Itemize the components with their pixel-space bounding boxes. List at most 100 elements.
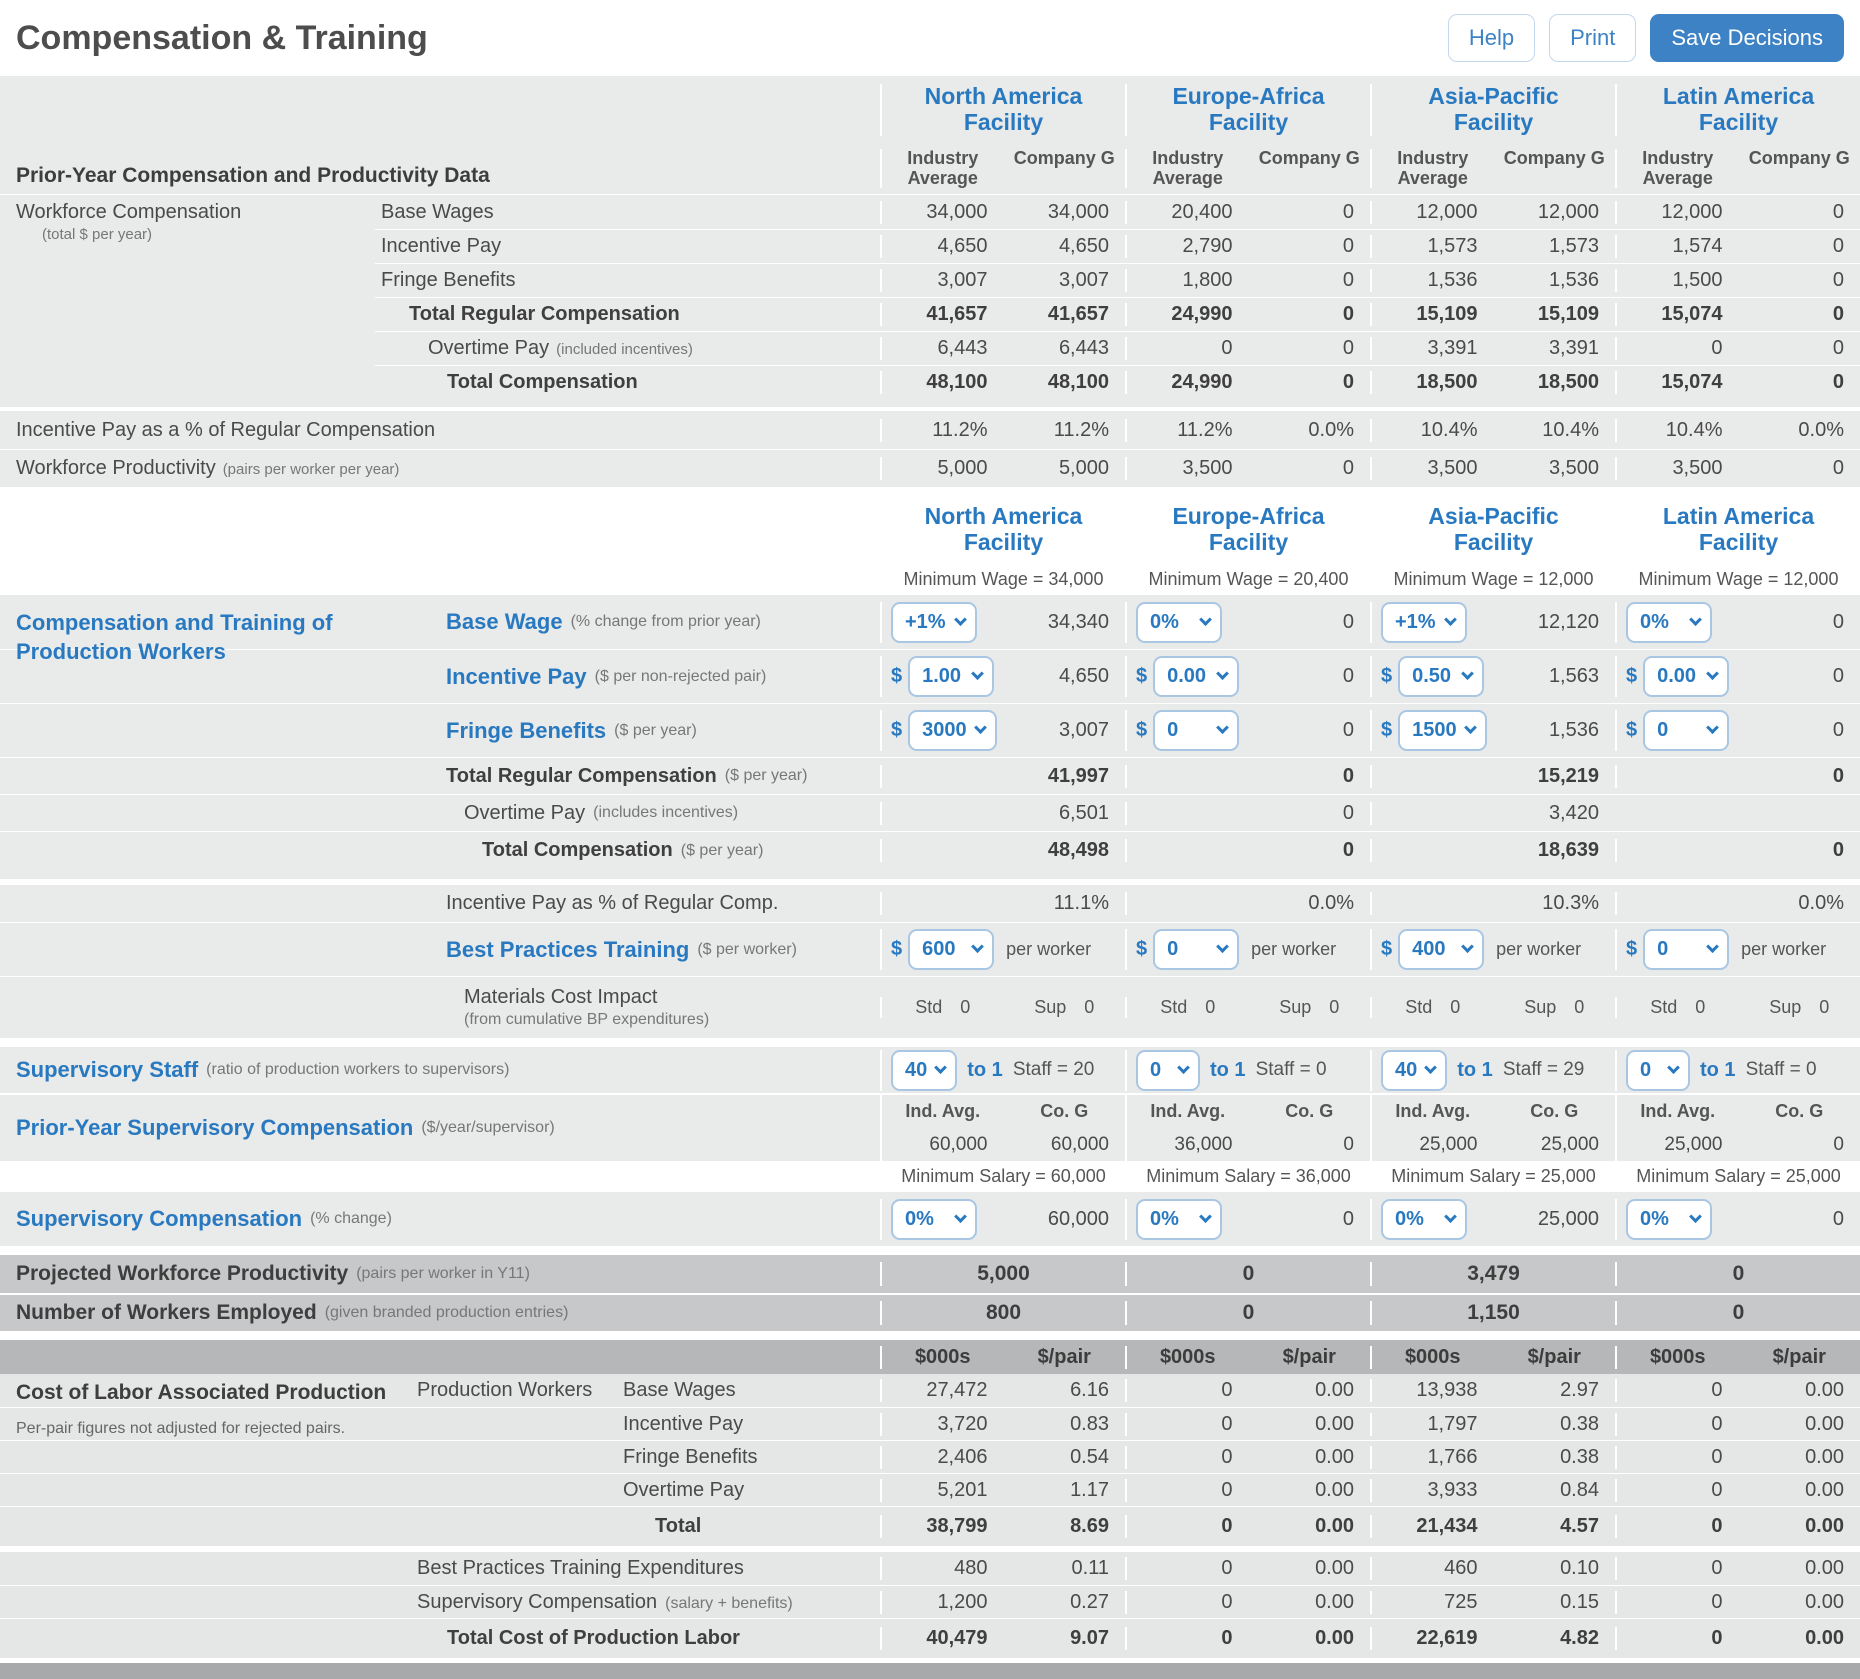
top-header: Compensation & Training Help Print Save … — [0, 0, 1860, 76]
selected-value: 1.00 — [922, 665, 961, 688]
row-sublabel: (given branded production entries) — [325, 1304, 569, 1322]
value-cell: 0.00 — [1249, 1591, 1371, 1614]
value-cell: 0 — [1617, 337, 1739, 360]
chevron-down-icon — [954, 1210, 967, 1223]
facility-column-na: North America Facility — [880, 504, 1125, 556]
value-cell: 0 — [1617, 1557, 1739, 1580]
fringe-benefits-select-la[interactable]: 0 — [1643, 710, 1729, 751]
col-header-per-pair: $/pair — [1739, 1346, 1860, 1369]
unit-label: per worker — [1741, 939, 1826, 960]
facility-column-ap: Asia-Pacific Facility — [1370, 84, 1615, 136]
row-sublabel: (from cumulative BP expenditures) — [464, 1011, 709, 1029]
bp-training-select-ea[interactable]: 0 — [1153, 929, 1239, 970]
value-cell: 3,391 — [1372, 337, 1494, 360]
print-button[interactable]: Print — [1549, 14, 1636, 62]
chevron-down-icon — [971, 940, 984, 953]
value-cell: 3,500 — [1617, 457, 1739, 480]
value-cell: 1,150 — [1372, 1301, 1615, 1325]
col-header-industry-average: Industry Average — [1617, 149, 1739, 188]
fringe-benefits-select-ea[interactable]: 0 — [1153, 710, 1239, 751]
value-cell: 725 — [1372, 1591, 1494, 1614]
fringe-benefits-select-ap[interactable]: 1500 — [1398, 710, 1487, 751]
save-decisions-button[interactable]: Save Decisions — [1650, 14, 1844, 62]
row-label: Total Cost of Production Labor — [0, 1627, 880, 1650]
value-cell: 15,074 — [1617, 303, 1739, 326]
row-label: Incentive Pay as % of Regular Comp. — [0, 892, 880, 915]
minimum-salary-label: Minimum Salary = 25,000 — [1617, 1166, 1860, 1187]
bp-training-select-ap[interactable]: 400 — [1398, 929, 1484, 970]
row-label: Best Practices Training Expenditures — [0, 1557, 880, 1580]
value-cell: 24,990 — [1127, 303, 1249, 326]
chevron-down-icon — [1689, 613, 1702, 626]
supervisory-comp-select-na[interactable]: 0% — [891, 1199, 977, 1240]
incentive-pct-decision-row: Incentive Pay as % of Regular Comp. 11.1… — [0, 885, 1860, 922]
chevron-down-icon — [1177, 1061, 1190, 1074]
incentive-pay-select-ap[interactable]: 0.50 — [1398, 656, 1484, 697]
supervisor-ratio-select-na[interactable]: 40 — [891, 1050, 957, 1091]
supervisory-comp-select-ap[interactable]: 0% — [1381, 1199, 1467, 1240]
value-cell: 1,200 — [882, 1591, 1004, 1614]
selected-value: 0% — [1150, 1208, 1179, 1231]
col-header-ind-avg: Ind. Avg. — [1372, 1101, 1494, 1122]
selected-value: 0 — [1167, 719, 1178, 742]
supervisory-comp-select-ea[interactable]: 0% — [1136, 1199, 1222, 1240]
incentive-pay-select-la[interactable]: 0.00 — [1643, 656, 1729, 697]
std-label: Std — [1405, 997, 1432, 1017]
supervisor-ratio-select-la[interactable]: 0 — [1626, 1050, 1690, 1091]
value-cell: 3,500 — [1127, 457, 1249, 480]
selected-value: 0.50 — [1412, 665, 1451, 688]
bp-training-select-la[interactable]: 0 — [1643, 929, 1729, 970]
value-cell: 10.4% — [1617, 419, 1739, 442]
facility-column-la: Latin America Facility — [1615, 84, 1860, 136]
value-cell: 34,000 — [882, 201, 1004, 224]
row-label: Total Regular Compensation($ per year) — [0, 765, 880, 788]
dollar-sign: $ — [891, 665, 902, 688]
value-cell: 1,573 — [1372, 235, 1494, 258]
value-cell: 1,573 — [1494, 235, 1616, 258]
value-cell: 9.07 — [1004, 1627, 1126, 1650]
value-cell: 1,797 — [1372, 1413, 1494, 1436]
fringe-benefits-select-na[interactable]: 3000 — [908, 710, 997, 751]
chevron-down-icon — [954, 613, 967, 626]
supervisor-ratio-select-ea[interactable]: 0 — [1136, 1050, 1200, 1091]
supervisory-comp-select-la[interactable]: 0% — [1626, 1199, 1712, 1240]
value-cell: 0.0% — [1249, 419, 1371, 442]
value-cell: 41,657 — [882, 303, 1004, 326]
workforce-compensation-label: Workforce Compensation — [16, 201, 375, 224]
value-cell: 0.00 — [1739, 1413, 1860, 1436]
incentive-pay-select-ea[interactable]: 0.00 — [1153, 656, 1239, 697]
chevron-down-icon — [934, 1061, 947, 1074]
value-cell: 0 — [1833, 665, 1844, 688]
value-cell: 1,766 — [1372, 1446, 1494, 1469]
value-cell: 60,000 — [882, 1134, 1004, 1156]
bp-training-select-na[interactable]: 600 — [908, 929, 994, 970]
divider — [0, 1038, 1860, 1047]
row-label: Materials Cost Impact(from cumulative BP… — [0, 986, 880, 1029]
help-button[interactable]: Help — [1448, 14, 1535, 62]
col-header-thousands: $000s — [1127, 1346, 1249, 1369]
dollar-sign: $ — [1626, 665, 1637, 688]
col-header-thousands: $000s — [1617, 1346, 1739, 1369]
value-cell: 6.16 — [1004, 1379, 1126, 1402]
value-cell: 0.00 — [1739, 1379, 1860, 1402]
value-cell: 1,500 — [1617, 269, 1739, 292]
row-sublabel: ($ per non-rejected pair) — [595, 668, 767, 686]
value-cell: 0.54 — [1004, 1446, 1126, 1469]
row-label: Prior-Year Supervisory Compensation($/ye… — [0, 1095, 880, 1161]
cost-header-row: $000s$/pair $000s$/pair $000s$/pair $000… — [0, 1340, 1860, 1374]
base-wage-select-ea[interactable]: 0% — [1136, 602, 1222, 643]
base-wage-select-na[interactable]: +1% — [891, 602, 977, 643]
incentive-pay-select-na[interactable]: 1.00 — [908, 656, 994, 697]
value-cell: 0 — [1127, 1301, 1370, 1325]
base-wage-select-ap[interactable]: +1% — [1381, 602, 1467, 643]
value-cell: 0 — [1127, 1591, 1249, 1614]
value-cell: 0 — [1343, 611, 1354, 634]
minimum-wage-label: Minimum Wage = 34,000 — [882, 569, 1125, 590]
value-cell: 0 — [1127, 1557, 1249, 1580]
supervisor-ratio-select-ap[interactable]: 40 — [1381, 1050, 1447, 1091]
value-cell: 0 — [1739, 371, 1860, 394]
base-wage-select-la[interactable]: 0% — [1626, 602, 1712, 643]
